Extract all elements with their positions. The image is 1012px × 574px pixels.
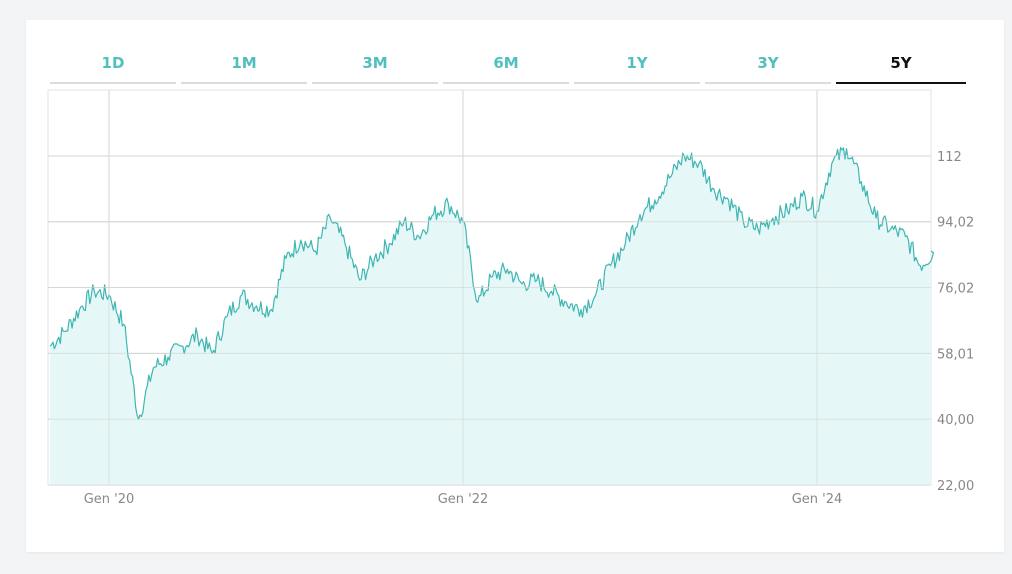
tab-3y[interactable]: 3Y [705,48,831,84]
tab-5y[interactable]: 5Y [836,48,966,84]
tab-6m[interactable]: 6M [443,48,569,84]
tab-3m[interactable]: 3M [312,48,438,84]
range-tabs: 1D 1M 3M 6M 1Y 3Y 5Y [50,48,966,86]
x-tick-label: Gen '20 [84,492,135,507]
y-tick-label: 112 [937,150,962,165]
y-tick-label: 58,01 [937,347,974,362]
y-tick-label: 94,02 [937,216,974,231]
tab-1d[interactable]: 1D [50,48,176,84]
y-tick-label: 76,02 [937,282,974,297]
tab-1m[interactable]: 1M [181,48,307,84]
series-area [50,147,934,485]
y-tick-label: 40,00 [937,413,974,428]
tab-1y[interactable]: 1Y [574,48,700,84]
x-tick-label: Gen '22 [438,492,489,507]
x-tick-label: Gen '24 [792,492,843,507]
y-tick-label: 22,00 [937,479,974,494]
series-line [49,146,935,420]
